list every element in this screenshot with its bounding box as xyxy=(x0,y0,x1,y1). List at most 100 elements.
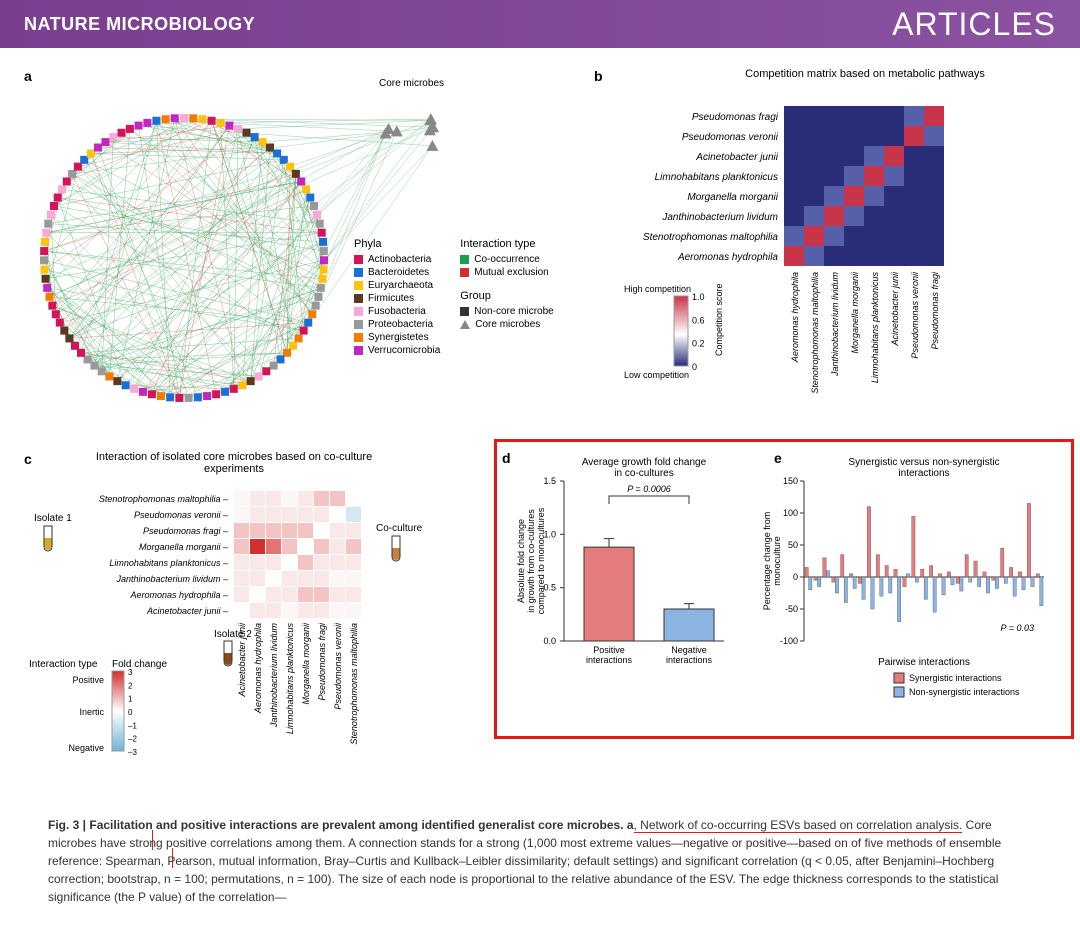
panel-d-e: d Average growth fold changein co-culture… xyxy=(494,451,1064,751)
svg-text:Absolute fold changein growth: Absolute fold changein growth from co-cu… xyxy=(516,507,546,614)
svg-text:0: 0 xyxy=(692,362,697,372)
svg-text:Positiveinteractions: Positiveinteractions xyxy=(586,645,633,665)
section-name: ARTICLES xyxy=(892,6,1056,43)
phylum-label: Verrucomicrobia xyxy=(368,345,440,356)
figure-caption: Fig. 3 | Facilitation and positive inter… xyxy=(24,816,1056,926)
svg-text:Negativeinteractions: Negativeinteractions xyxy=(666,645,713,665)
svg-text:Pseudomonas veronii: Pseudomonas veronii xyxy=(910,271,920,359)
svg-text:0: 0 xyxy=(128,708,133,717)
panel-c: c Interaction of isolated core microbes … xyxy=(24,451,484,796)
svg-text:Aeromonas hydrophila –: Aeromonas hydrophila – xyxy=(129,590,229,600)
svg-text:High competition: High competition xyxy=(624,284,691,294)
caption-t1: , Network of co-occurring ESVs based on … xyxy=(634,818,963,833)
svg-text:e: e xyxy=(774,451,782,466)
phylum-label: Fusobacteria xyxy=(368,306,426,317)
svg-text:Acinetobacter junii: Acinetobacter junii xyxy=(695,152,778,163)
svg-text:–1: –1 xyxy=(128,721,137,730)
coculture-heatmap: Stenotrophomonas maltophilia – Pseudomona… xyxy=(24,481,484,791)
svg-text:Positive: Positive xyxy=(72,675,104,685)
red-cursor-1 xyxy=(152,830,153,850)
svg-text:Morganella morganii: Morganella morganii xyxy=(850,271,860,354)
svg-text:Pseudomonas veronii: Pseudomonas veronii xyxy=(682,132,779,143)
interaction-label: Co-occurrence xyxy=(474,254,540,265)
svg-text:Isolate 1: Isolate 1 xyxy=(34,513,72,524)
svg-text:Pairwise interactions: Pairwise interactions xyxy=(878,657,970,668)
svg-text:Pseudomonas fragi: Pseudomonas fragi xyxy=(930,271,940,350)
panel-label-c: c xyxy=(24,451,32,467)
svg-text:150: 150 xyxy=(783,476,798,486)
panel-a: a Core microbes Phyla Actinobacteria Bact… xyxy=(24,68,584,431)
phylum-label: Bacteroidetes xyxy=(368,267,429,278)
phylum-label: Actinobacteria xyxy=(368,254,431,265)
svg-text:Interaction type: Interaction type xyxy=(29,659,98,670)
svg-text:Synergistic interactions: Synergistic interactions xyxy=(909,673,1002,683)
core-microbes-label: Core microbes xyxy=(379,78,444,89)
svg-text:Isolate 2: Isolate 2 xyxy=(214,629,252,640)
svg-text:Inertic: Inertic xyxy=(79,707,104,717)
svg-text:Limnohabitans planktonicus –: Limnohabitans planktonicus – xyxy=(109,558,229,568)
svg-text:Acinetobacter junii: Acinetobacter junii xyxy=(890,271,900,347)
svg-text:50: 50 xyxy=(788,540,798,550)
svg-text:Synergistic versus non-synergi: Synergistic versus non-synergisticintera… xyxy=(848,457,999,479)
journal-header: NATURE MICROBIOLOGY ARTICLES xyxy=(0,0,1080,48)
caption-lead: Fig. 3 | Facilitation and positive inter… xyxy=(48,818,634,832)
svg-text:1.0: 1.0 xyxy=(692,292,705,302)
svg-text:Stenotrophomonas maltophilia –: Stenotrophomonas maltophilia – xyxy=(99,494,229,504)
svg-text:P = 0.03: P = 0.03 xyxy=(1001,623,1034,633)
svg-text:Aeromonas hydrophila: Aeromonas hydrophila xyxy=(253,623,263,714)
panel-label-b: b xyxy=(594,68,603,84)
svg-text:Non-synergistic interactions: Non-synergistic interactions xyxy=(909,687,1020,697)
journal-name: NATURE MICROBIOLOGY xyxy=(24,14,255,35)
svg-text:Stenotrophomonas maltophilia: Stenotrophomonas maltophilia xyxy=(810,272,820,394)
svg-text:0.2: 0.2 xyxy=(692,339,705,349)
phylum-label: Euryarchaeota xyxy=(368,280,433,291)
svg-text:Limnohabitans planktonicus: Limnohabitans planktonicus xyxy=(285,623,295,735)
svg-text:Morganella morganii: Morganella morganii xyxy=(301,622,311,705)
svg-text:Pseudomonas fragi: Pseudomonas fragi xyxy=(317,622,327,701)
svg-text:Low competition: Low competition xyxy=(624,370,689,380)
svg-text:Pseudomonas veronii: Pseudomonas veronii xyxy=(333,622,343,710)
svg-text:Janthinobacterium lividum: Janthinobacterium lividum xyxy=(661,212,778,223)
group-noncore: Non-core microbe xyxy=(474,306,553,317)
interaction-title: Interaction type xyxy=(460,238,553,250)
panel-c-title: Interaction of isolated core microbes ba… xyxy=(94,451,374,475)
svg-text:Morganella morganii: Morganella morganii xyxy=(687,192,778,203)
svg-text:Co-culture: Co-culture xyxy=(376,523,423,534)
svg-text:Pseudomonas fragi –: Pseudomonas fragi – xyxy=(143,526,229,536)
phylum-label: Proteobacteria xyxy=(368,319,433,330)
svg-text:P = 0.0006: P = 0.0006 xyxy=(627,484,670,494)
svg-text:3: 3 xyxy=(128,668,133,677)
svg-text:1: 1 xyxy=(128,695,133,704)
interaction-label: Mutual exclusion xyxy=(474,267,548,278)
svg-text:Pseudomonas veronii –: Pseudomonas veronii – xyxy=(134,510,229,520)
svg-text:Janthinobacterium lividum: Janthinobacterium lividum xyxy=(269,623,279,729)
svg-text:Negative: Negative xyxy=(68,743,104,753)
svg-text:Average growth fold changein c: Average growth fold changein co-cultures xyxy=(582,457,707,479)
svg-text:Janthinobacterium lividum: Janthinobacterium lividum xyxy=(830,272,840,378)
svg-text:Percentage change frommonocult: Percentage change frommonoculture xyxy=(762,512,782,611)
phylum-label: Synergistetes xyxy=(368,332,429,343)
svg-text:Fold change: Fold change xyxy=(112,659,167,670)
panel-b-title: Competition matrix based on metabolic pa… xyxy=(594,68,1056,80)
svg-text:Limnohabitans planktonicus: Limnohabitans planktonicus xyxy=(655,172,778,183)
svg-text:Pseudomonas fragi: Pseudomonas fragi xyxy=(692,112,779,123)
svg-text:Limnohabitans planktonicus: Limnohabitans planktonicus xyxy=(870,272,880,384)
interaction-legend: Interaction type Co-occurrence Mutual exc… xyxy=(460,238,553,278)
phyla-title: Phyla xyxy=(354,238,440,250)
competition-heatmap: Pseudomonas fragi Pseudomonas veronii Acin… xyxy=(594,86,1054,426)
svg-text:0.0: 0.0 xyxy=(543,636,556,646)
svg-text:0.6: 0.6 xyxy=(692,315,705,325)
svg-text:d: d xyxy=(502,451,511,466)
red-cursor-2 xyxy=(172,848,173,868)
group-legend: Group Non-core microbe Core microbes xyxy=(460,290,553,330)
svg-text:1.5: 1.5 xyxy=(543,476,556,486)
panel-label-a: a xyxy=(24,68,32,84)
panel-b: b Competition matrix based on metabolic … xyxy=(594,68,1056,431)
phylum-label: Firmicutes xyxy=(368,293,414,304)
phyla-legend: Phyla Actinobacteria Bacteroidetes Euryarc… xyxy=(354,238,440,358)
svg-text:Morganella morganii –: Morganella morganii – xyxy=(139,542,229,552)
svg-text:Stenotrophomonas maltophilia: Stenotrophomonas maltophilia xyxy=(643,232,779,243)
svg-text:Janthinobacterium lividum –: Janthinobacterium lividum – xyxy=(115,574,229,584)
caption-t2: A connection stands for a strong (1,000 … xyxy=(348,836,834,850)
figure-3: a Core microbes Phyla Actinobacteria Bact… xyxy=(0,48,1080,926)
